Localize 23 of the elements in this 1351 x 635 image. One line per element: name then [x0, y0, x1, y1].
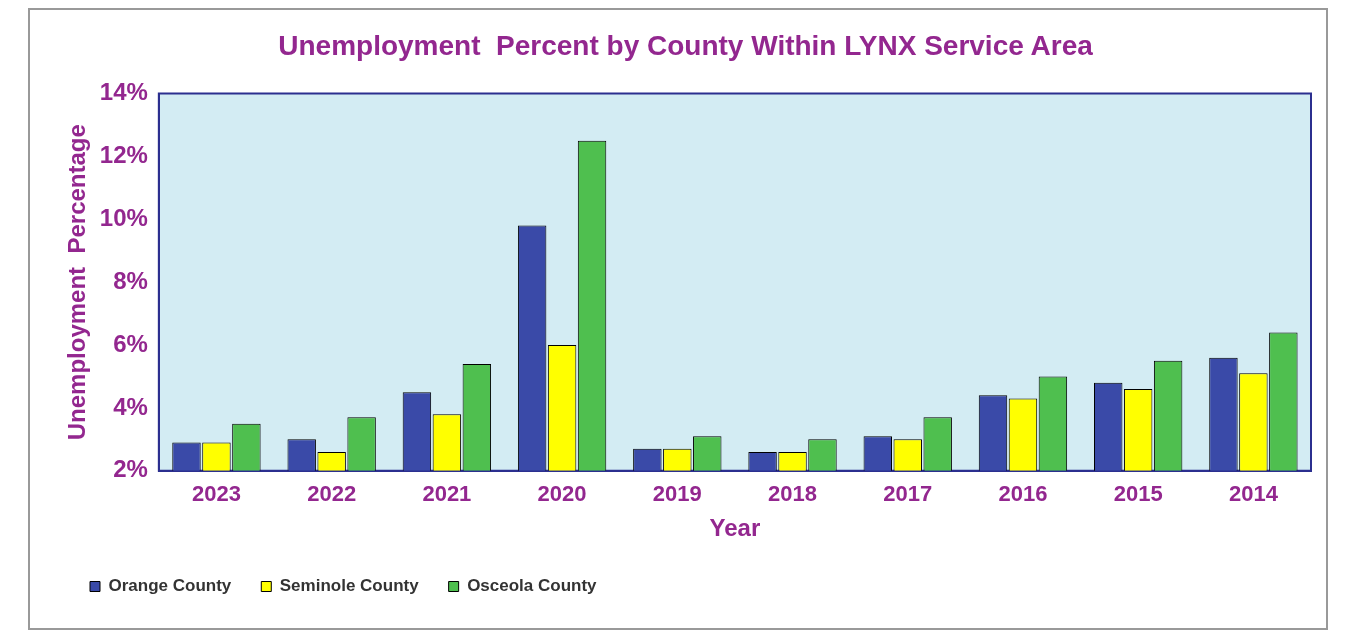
y-tick-label: 14% — [99, 78, 148, 106]
y-tick-label: 12% — [99, 141, 148, 169]
y-tick-label: 6% — [113, 329, 148, 357]
x-tick-label: 2023 — [191, 481, 241, 507]
y-tick-label: 4% — [113, 392, 148, 420]
x-tick-label: 2016 — [998, 481, 1048, 507]
x-axis-title: Year — [709, 514, 761, 542]
chart-title: Unemployment Percent by County Within LYNX Service Area — [278, 29, 1094, 61]
x-tick-label: 2022 — [307, 481, 357, 507]
x-tick-label: 2017 — [883, 481, 933, 507]
y-tick-label: 10% — [99, 203, 148, 231]
x-tick-label: 2020 — [537, 481, 587, 507]
y-tick-label: 2% — [113, 455, 148, 483]
legend-label: Seminole County — [279, 576, 420, 596]
legend-label: Osceola County — [467, 576, 598, 596]
x-tick-label: 2018 — [768, 481, 817, 507]
x-tick-label: 2014 — [1228, 481, 1279, 507]
x-tick-label: 2019 — [652, 481, 702, 507]
y-tick-label: 8% — [113, 266, 148, 294]
x-tick-label: 2015 — [1113, 481, 1163, 507]
x-tick-label: 2021 — [422, 481, 472, 507]
legend-label: Orange County — [108, 576, 232, 596]
y-axis-title: Unemployment Percentage — [63, 124, 91, 441]
